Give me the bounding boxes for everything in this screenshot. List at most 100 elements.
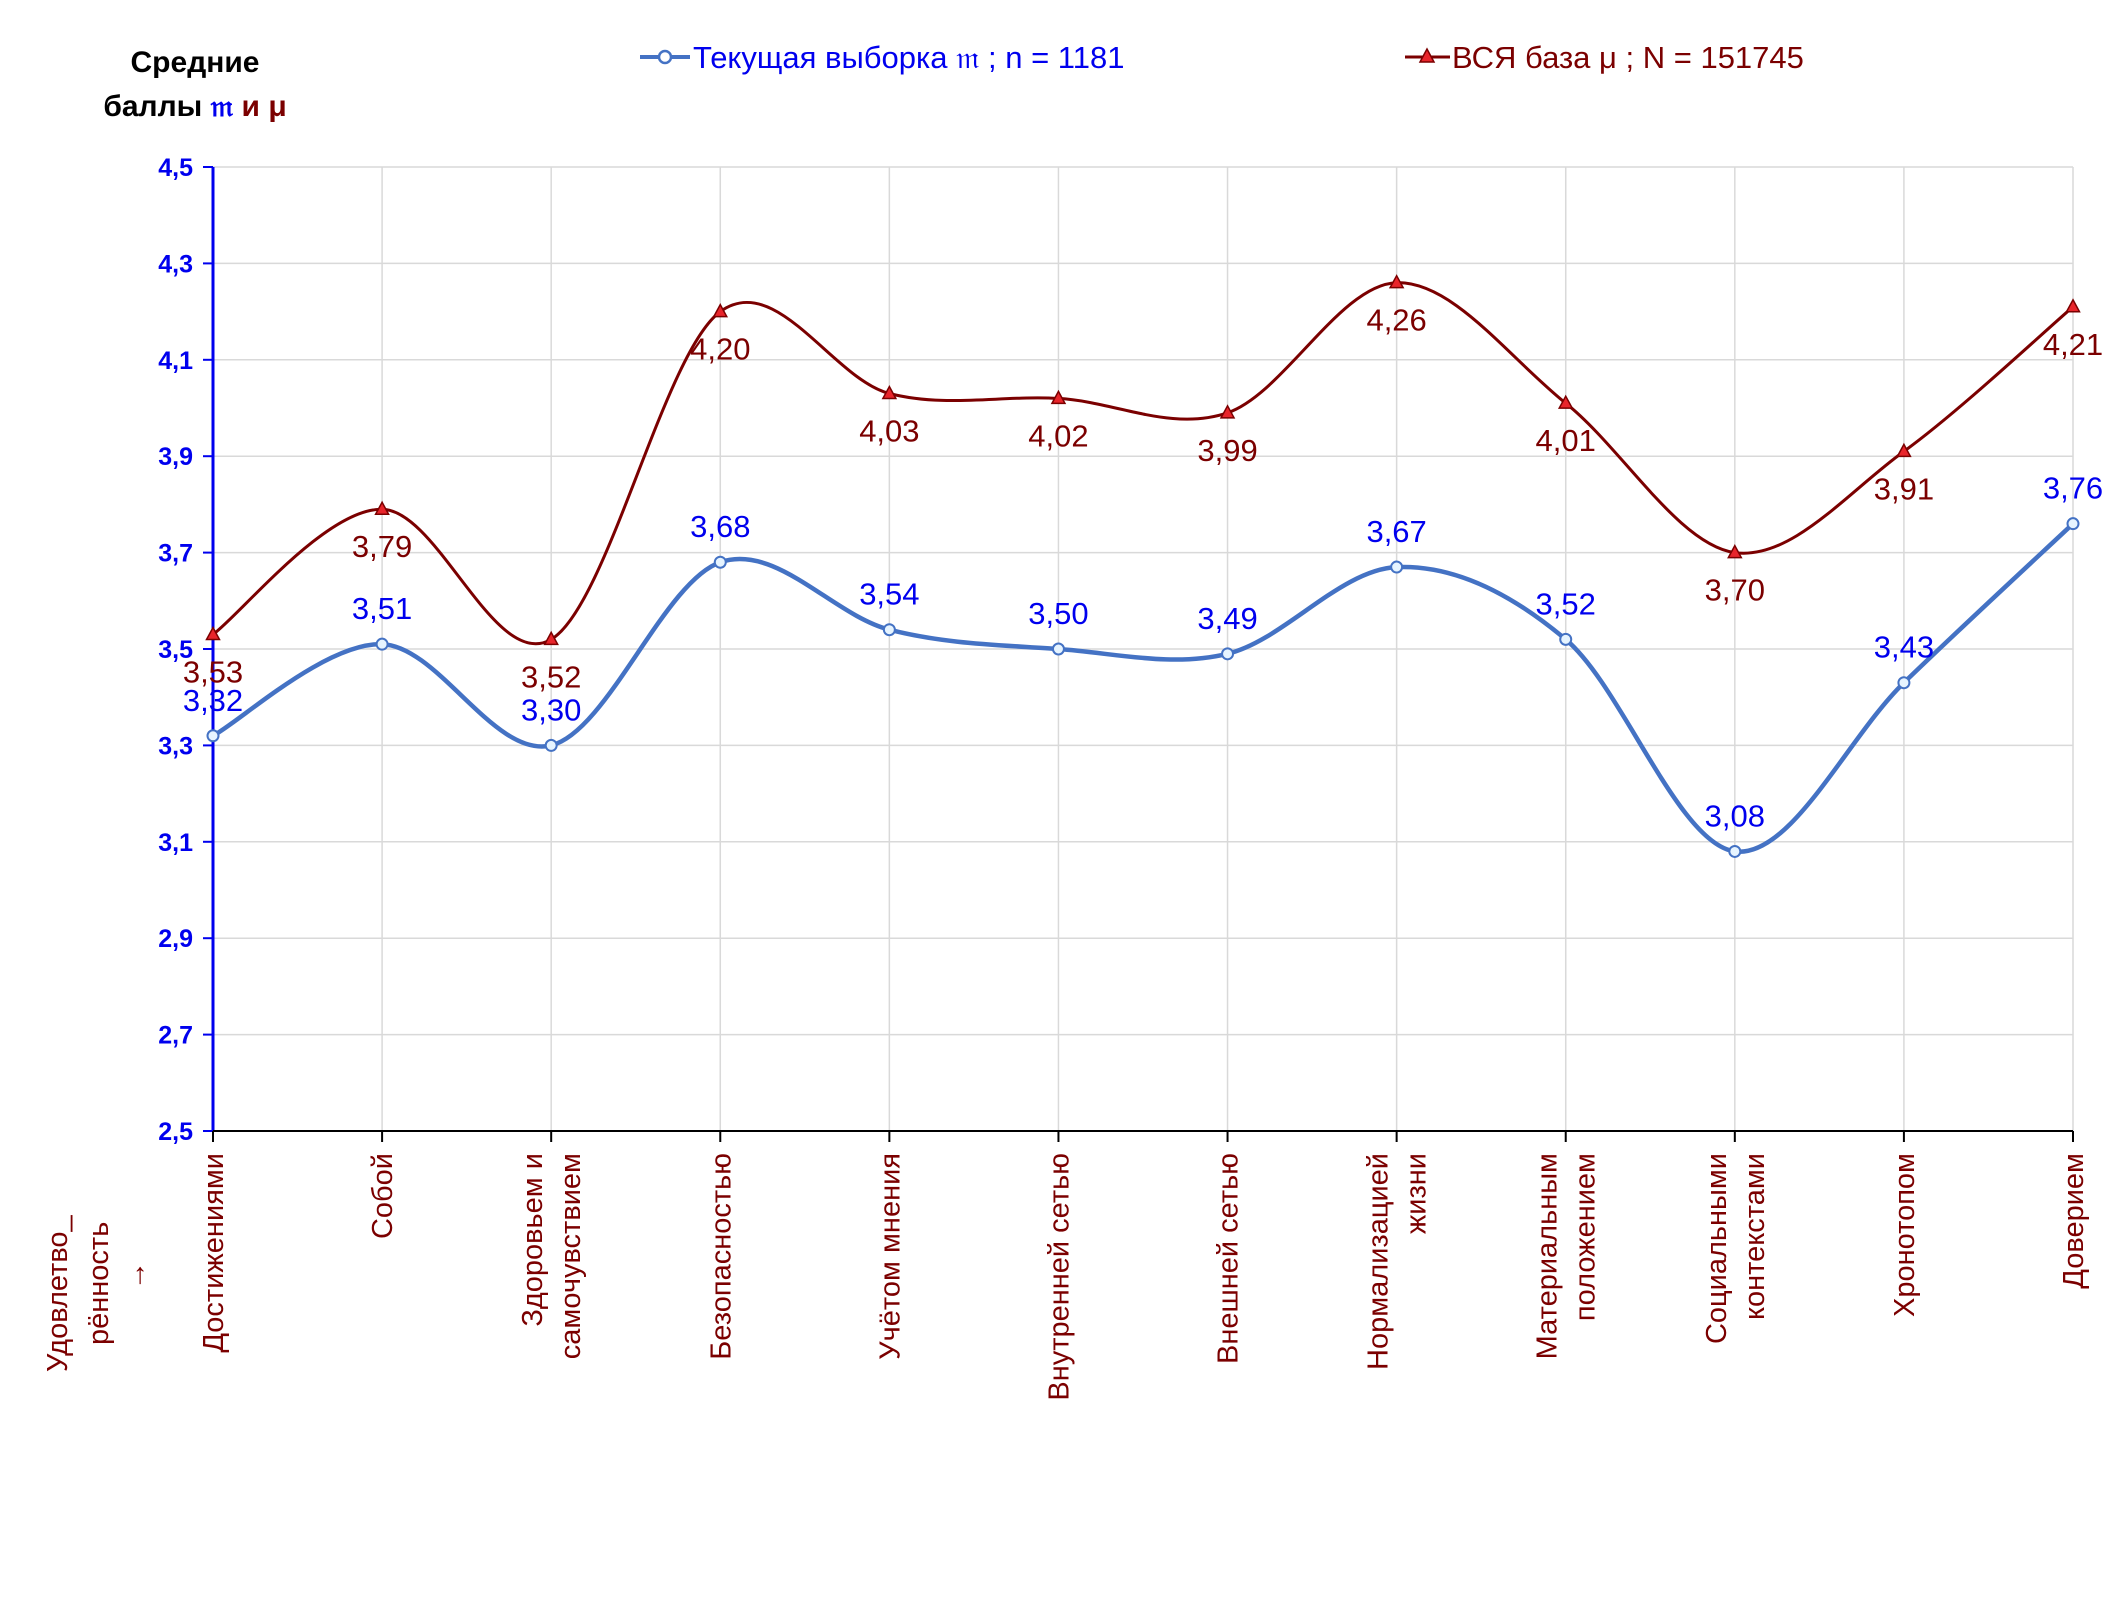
y-tick-label: 3,1 bbox=[158, 829, 193, 857]
data-point-base bbox=[205, 625, 221, 641]
data-label-base: 3,79 bbox=[352, 529, 412, 564]
x-axis-title-line1: Удовлетво_ bbox=[42, 1214, 74, 1372]
x-tick-label: Внешней сетью bbox=[1213, 1153, 1245, 1364]
data-label-base: 4,26 bbox=[1366, 303, 1426, 338]
x-tick-label: Безопасностью bbox=[705, 1153, 737, 1360]
y-tick-labels: 2,5 2,7 2,9 3,1 3,3 3,5 3,7 3,9 4,1 4,3 4,5 bbox=[158, 154, 193, 1146]
x-tick-labels: Достижениями Собой Здоровьем и самочувствие… bbox=[198, 1153, 2090, 1401]
y-axis-title-line1: Средние bbox=[131, 46, 260, 79]
data-point-base bbox=[2065, 298, 2081, 313]
y-axis-title-word: баллы bbox=[103, 90, 202, 123]
data-point-sample bbox=[713, 555, 727, 569]
x-tick-label: Доверием bbox=[2058, 1153, 2090, 1289]
data-point-base bbox=[1557, 394, 1574, 409]
y-axis-title: Средние баллы 𝔪 и μ bbox=[103, 46, 286, 123]
data-point-sample bbox=[1221, 647, 1235, 661]
x-tick-label: Социальными bbox=[1701, 1153, 1733, 1344]
x-tick-label: контекстами bbox=[1739, 1153, 1771, 1320]
y-tick-label: 3,5 bbox=[158, 636, 193, 664]
data-point-sample bbox=[882, 623, 896, 637]
series-line-base bbox=[212, 281, 2074, 646]
y-tick-label: 2,5 bbox=[158, 1118, 193, 1146]
data-point-base bbox=[712, 303, 729, 318]
y-axis-title-sym2: μ bbox=[268, 90, 286, 123]
data-point-sample bbox=[1728, 844, 1742, 858]
data-point-base bbox=[1050, 389, 1067, 405]
data-point-sample bbox=[1390, 560, 1404, 574]
data-label-base: 4,20 bbox=[690, 332, 750, 367]
data-label-sample: 3,76 bbox=[2043, 471, 2103, 506]
data-label-sample: 3,68 bbox=[690, 509, 750, 544]
data-point-base bbox=[543, 630, 559, 646]
data-point-sample bbox=[206, 729, 220, 743]
data-label-base: 3,53 bbox=[183, 655, 243, 690]
data-point-base bbox=[1727, 544, 1743, 559]
data-label-base: 4,03 bbox=[859, 414, 919, 449]
data-label-sample: 3,43 bbox=[1874, 630, 1934, 665]
data-label-base: 3,91 bbox=[1874, 471, 1934, 506]
legend-entry-sample: Текущая выборка 𝔪 ; n = 1181 bbox=[693, 40, 1124, 75]
data-point-base bbox=[881, 384, 898, 400]
x-tick-label: Материальным bbox=[1532, 1153, 1564, 1359]
data-point-sample bbox=[544, 738, 558, 752]
data-label-sample: 3,49 bbox=[1197, 601, 1257, 636]
data-label-base: 3,99 bbox=[1197, 433, 1257, 468]
data-label-sample: 3,32 bbox=[183, 683, 243, 718]
data-label-base: 4,21 bbox=[2043, 327, 2103, 362]
legend-entry-base: ВСЯ база μ ; N = 151745 bbox=[1452, 40, 1804, 75]
series-line-sample bbox=[211, 522, 2075, 854]
gridlines bbox=[213, 166, 2074, 1131]
x-axis-title-line2: рённость bbox=[83, 1222, 115, 1345]
data-point-base bbox=[1219, 404, 1236, 419]
axes bbox=[203, 166, 2074, 1142]
data-label-sample: 3,30 bbox=[521, 692, 581, 727]
x-tick-label: Нормализацией bbox=[1363, 1153, 1395, 1370]
y-tick-label: 3,7 bbox=[158, 540, 193, 568]
data-label-base: 3,52 bbox=[521, 659, 581, 694]
x-tick-label: жизни bbox=[1401, 1153, 1433, 1234]
data-label-sample: 3,54 bbox=[859, 577, 919, 612]
y-tick-label: 3,9 bbox=[158, 443, 193, 471]
data-point-sample bbox=[2066, 517, 2080, 531]
y-tick-label: 2,9 bbox=[158, 925, 193, 953]
x-tick-label: Собой bbox=[367, 1153, 399, 1239]
data-labels: 3,32 3,51 3,30 3,68 3,54 3,50 3,49 3,67 3,52 3,08… bbox=[183, 303, 2103, 834]
data-point-sample bbox=[375, 637, 389, 651]
x-tick-label: Достижениями bbox=[198, 1153, 230, 1353]
data-point-base bbox=[1388, 274, 1405, 289]
data-point-sample bbox=[1051, 642, 1065, 656]
x-tick-label: Внутренней сетью bbox=[1043, 1153, 1075, 1401]
y-tick-label: 4,5 bbox=[158, 154, 193, 182]
data-point-base bbox=[1896, 442, 1912, 458]
x-tick-label: самочувствием bbox=[555, 1153, 587, 1359]
data-label-sample: 3,52 bbox=[1536, 586, 1596, 621]
y-tick-label: 3,3 bbox=[158, 732, 193, 760]
legend: Текущая выборка 𝔪 ; n = 1181 ВСЯ база μ … bbox=[640, 40, 1804, 75]
x-tick-label: Хронотопом bbox=[1889, 1153, 1921, 1317]
data-label-base: 4,02 bbox=[1028, 418, 1088, 453]
data-point-base bbox=[374, 500, 390, 515]
y-axis-title-line2: баллы 𝔪 и μ bbox=[103, 90, 286, 123]
y-tick-label: 4,1 bbox=[158, 347, 193, 375]
y-axis-title-and: и bbox=[242, 90, 260, 123]
data-label-base: 3,70 bbox=[1705, 573, 1765, 608]
x-tick-label: Здоровьем и bbox=[517, 1153, 549, 1327]
data-label-sample: 3,67 bbox=[1366, 514, 1426, 549]
data-label-sample: 3,50 bbox=[1028, 596, 1088, 631]
x-tick-label: Учётом мнения bbox=[874, 1153, 906, 1360]
legend-circle-marker bbox=[657, 49, 673, 65]
y-tick-label: 4,3 bbox=[158, 250, 193, 278]
x-tick-label: положением bbox=[1570, 1153, 1602, 1321]
data-label-base: 4,01 bbox=[1536, 423, 1596, 458]
data-label-sample: 3,51 bbox=[352, 591, 412, 626]
data-point-sample bbox=[1559, 632, 1573, 646]
y-tick-label: 2,7 bbox=[158, 1022, 193, 1050]
series-layer bbox=[205, 274, 2081, 858]
x-axis-title-arrow: → bbox=[120, 1261, 152, 1290]
y-axis-title-sym1: 𝔪 bbox=[210, 90, 234, 123]
legend-triangle-marker bbox=[1418, 47, 1436, 63]
data-point-sample bbox=[1897, 676, 1911, 690]
x-axis-title: Удовлетво_ рённость → bbox=[42, 1214, 152, 1372]
